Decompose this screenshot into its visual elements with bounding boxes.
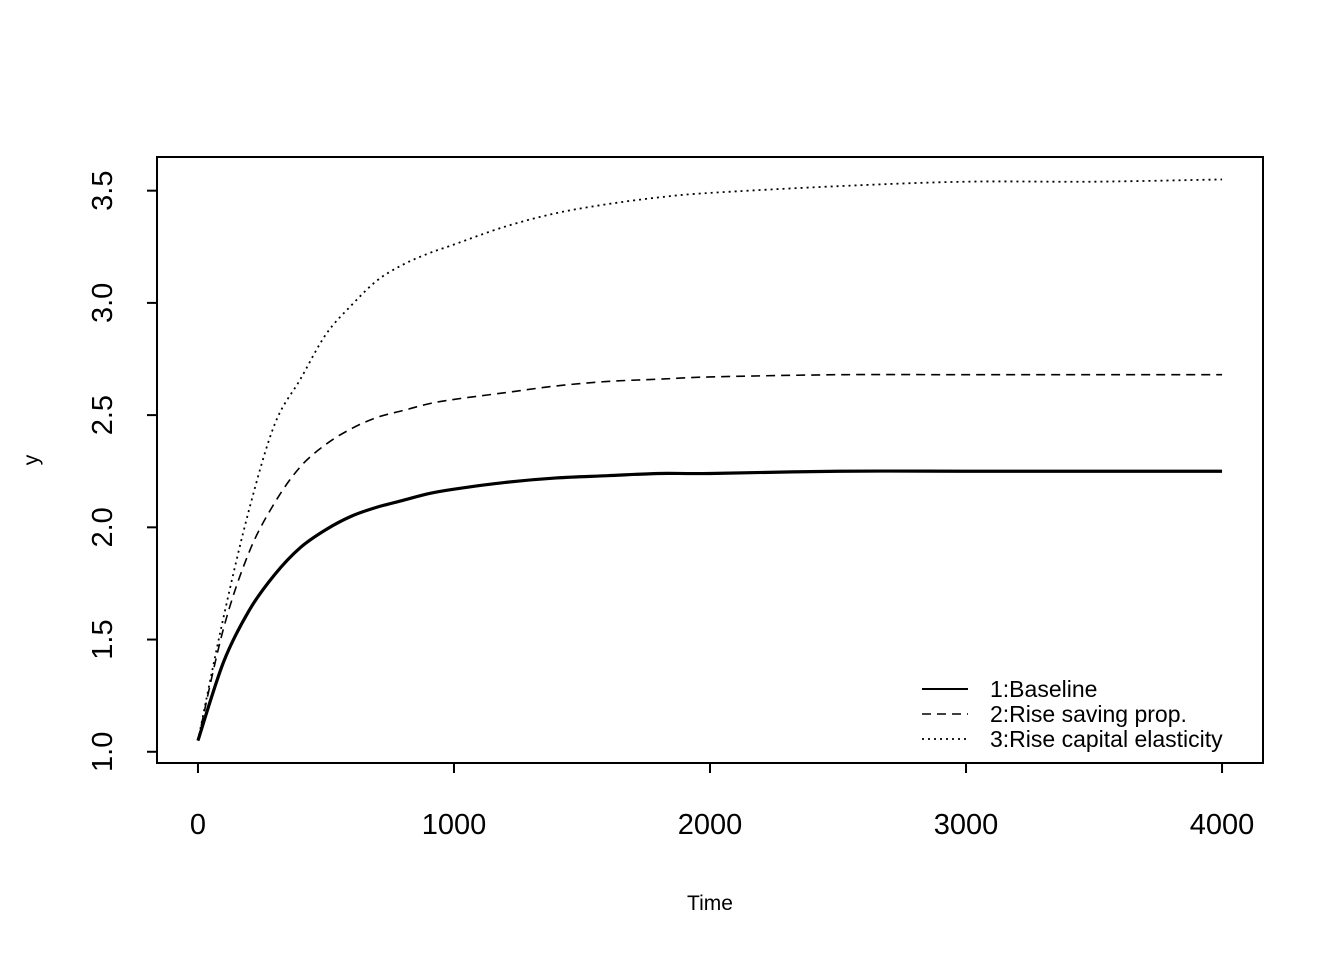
- y-tick-label: 2.0: [87, 507, 119, 547]
- x-tick-label: 4000: [1190, 809, 1255, 841]
- x-tick-label: 1000: [422, 809, 487, 841]
- y-tick-label: 2.5: [87, 395, 119, 435]
- series-line-3: [197, 178, 1223, 741]
- legend-label-2: 2:Rise saving prop.: [990, 701, 1187, 727]
- plot-frame: [156, 156, 1264, 764]
- x-tick-label: 2000: [678, 809, 743, 841]
- y-tick-label: 1.5: [87, 619, 119, 659]
- x-tick-label: 0: [190, 809, 206, 841]
- legend-label-3: 3:Rise capital elasticity: [990, 726, 1223, 752]
- y-tick-label: 3.5: [87, 171, 119, 211]
- y-axis: 1.0 1.5 2.0 2.5 3.0 3.5: [87, 171, 158, 772]
- x-tick-label: 3000: [934, 809, 999, 841]
- x-axis: 0 1000 2000 3000 4000: [190, 762, 1255, 841]
- y-tick-label: 3.0: [87, 283, 119, 323]
- y-tick-label: 1.0: [87, 732, 119, 772]
- y-axis-title: y: [20, 454, 43, 465]
- series-line-1: [196, 469, 1223, 742]
- series-layer: [196, 178, 1223, 742]
- x-axis-title: Time: [687, 892, 733, 915]
- legend-label-1: 1:Baseline: [990, 676, 1097, 702]
- series-line-2: [197, 373, 1223, 741]
